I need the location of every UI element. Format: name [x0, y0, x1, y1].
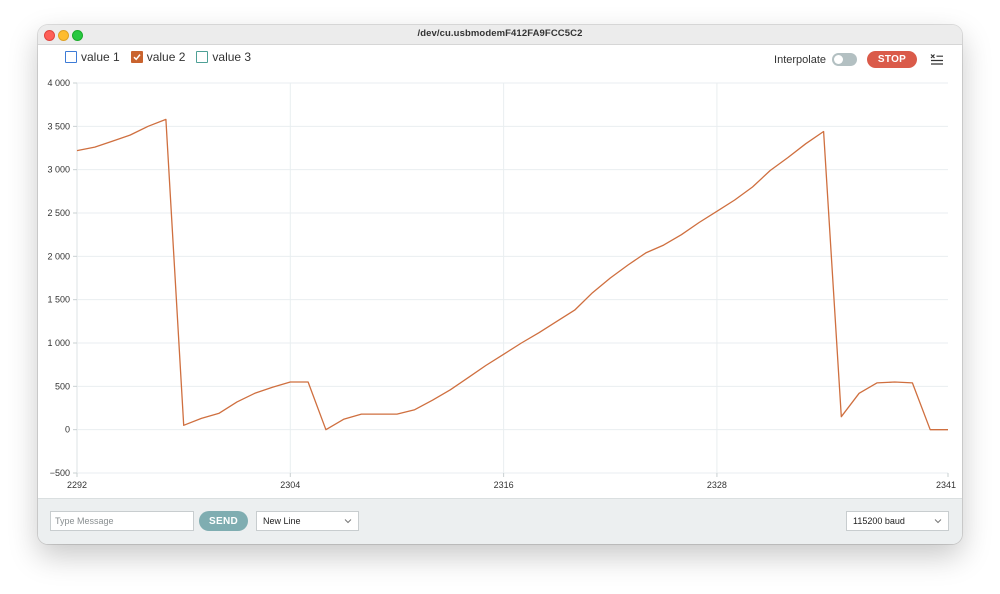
legend-label: value 1	[81, 50, 120, 64]
title-bar: /dev/cu.usbmodemF412FA9FCC5C2	[38, 25, 962, 45]
legend-item-value-1[interactable]: value 1	[65, 50, 120, 64]
serial-plot-chart: −500 0 500 1 000 1 500 2 000 2 500 3 000 3 500 4 …	[47, 78, 956, 490]
y-tick-label: −500	[50, 468, 70, 478]
legend-label: value 2	[146, 50, 186, 64]
window-title: /dev/cu.usbmodemF412FA9FCC5C2	[417, 28, 583, 39]
serial-plotter-window: /dev/cu.usbmodemF412FA9FCC5C2 value 1 va…	[38, 25, 962, 544]
legend-item-value-3[interactable]: value 3	[196, 50, 251, 64]
value-1-checkbox[interactable]	[65, 51, 77, 63]
legend-label: value 3	[212, 50, 252, 64]
y-tick-label: 500	[55, 381, 70, 391]
y-tick-label: 3 500	[47, 121, 70, 131]
value-2-checkbox[interactable]	[130, 51, 143, 63]
send-button[interactable]: SEND	[199, 511, 248, 531]
interpolate-toggle[interactable]	[832, 53, 857, 66]
y-tick-label: 1 500	[47, 295, 70, 305]
clear-list-icon[interactable]	[930, 52, 944, 66]
message-input[interactable]	[50, 511, 194, 531]
y-axis-ticks: −500 0 500 1 000 1 500 2 000 2 500 3 000 3 500 4 …	[47, 78, 77, 478]
chevron-down-icon	[344, 519, 352, 524]
legend-item-value-2[interactable]: value 2	[130, 50, 186, 64]
y-tick-label: 0	[65, 425, 70, 435]
interpolate-label: Interpolate	[774, 54, 826, 66]
stop-button[interactable]: STOP	[867, 51, 917, 68]
y-tick-label: 3 000	[47, 165, 70, 175]
close-window-button[interactable]	[44, 30, 55, 41]
value-3-checkbox[interactable]	[196, 51, 209, 63]
series-legend: value 1 value 2 value 3	[65, 49, 262, 65]
y-tick-label: 4 000	[47, 78, 70, 88]
x-tick-label: 2328	[707, 480, 727, 490]
x-tick-label: 2341	[936, 480, 956, 490]
x-tick-label: 2316	[494, 480, 514, 490]
line-ending-select[interactable]: New Line	[256, 511, 359, 531]
chevron-down-icon	[934, 519, 942, 524]
message-bar: SEND New Line 115200 baud	[38, 498, 962, 544]
minimize-window-button[interactable]	[58, 30, 69, 41]
y-tick-label: 2 000	[47, 251, 70, 261]
series-line-value-2	[76, 118, 948, 431]
x-tick-label: 2292	[67, 480, 87, 490]
y-tick-label: 2 500	[47, 208, 70, 218]
baud-rate-value: 115200 baud	[853, 516, 905, 526]
zoom-window-button[interactable]	[72, 30, 83, 41]
x-tick-label: 2304	[280, 480, 300, 490]
chart-series	[76, 118, 948, 431]
y-tick-label: 1 000	[47, 338, 70, 348]
toggle-knob	[834, 55, 843, 64]
line-ending-value: New Line	[263, 516, 301, 526]
baud-rate-select[interactable]: 115200 baud	[846, 511, 949, 531]
x-axis-ticks: 2292 2304 2316 2328 2341	[67, 473, 956, 490]
chart-grid	[76, 82, 948, 474]
plot-toolbar: Interpolate STOP	[702, 51, 962, 69]
